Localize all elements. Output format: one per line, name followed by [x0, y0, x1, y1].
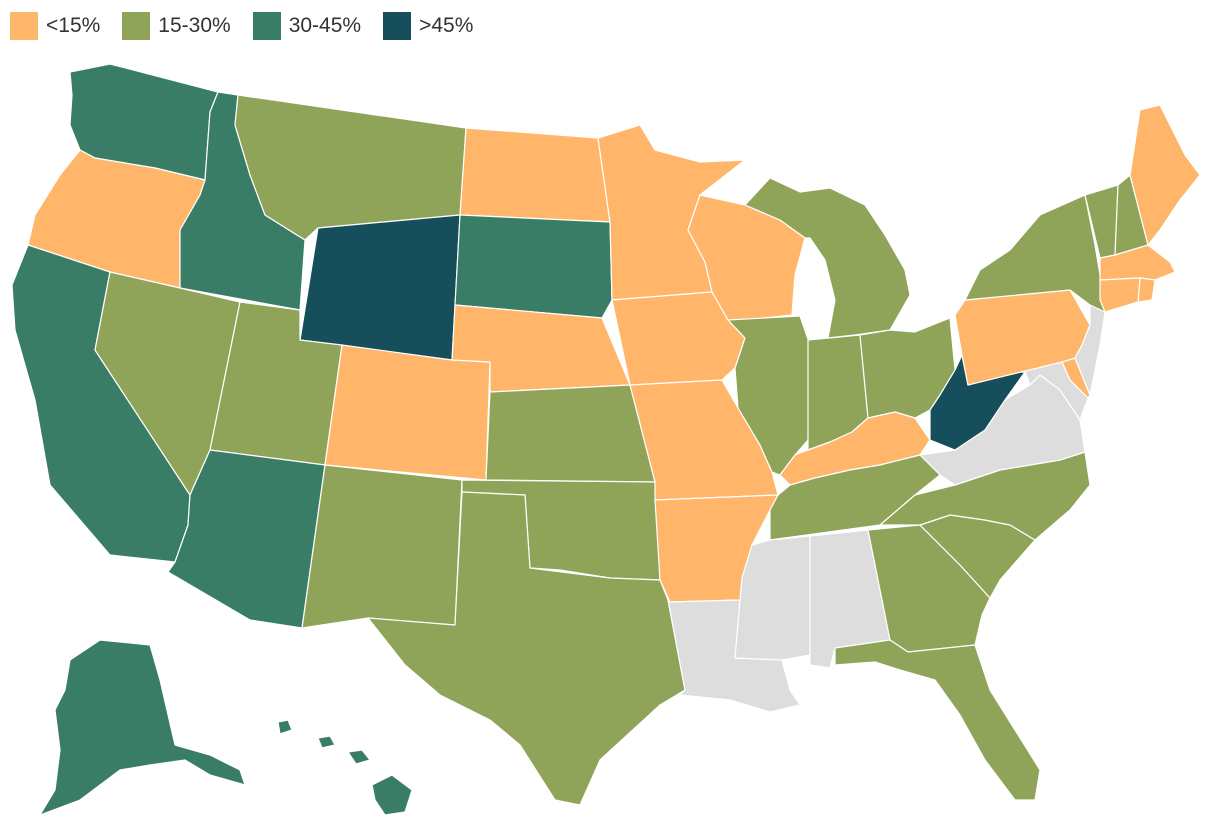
state-WY[interactable]: [299, 214, 461, 361]
legend-item-15-30: 15-30%: [122, 12, 231, 40]
legend-item-lt15: <15%: [10, 12, 100, 40]
legend-label-gt45: >45%: [419, 14, 474, 37]
legend-swatch-lt15: [10, 12, 38, 40]
legend-swatch-30-45: [252, 12, 281, 40]
legend-label-lt15: <15%: [46, 14, 101, 37]
state-CO[interactable]: [324, 344, 491, 481]
state-KS[interactable]: [485, 384, 656, 483]
state-RI[interactable]: [1137, 277, 1156, 303]
state-ME[interactable]: [1129, 104, 1201, 246]
legend-swatch-gt45: [383, 12, 412, 40]
state-NJ[interactable]: [1074, 304, 1106, 396]
legend-label-15-30: 15-30%: [158, 14, 231, 37]
legend: <15% 15-30% 30-45% >45%: [10, 12, 495, 40]
state-AK[interactable]: [39, 639, 246, 816]
state-CT[interactable]: [1099, 277, 1141, 313]
state-ND[interactable]: [459, 127, 611, 223]
legend-label-30-45: 30-45%: [288, 14, 362, 37]
state-NY[interactable]: [964, 194, 1106, 313]
legend-swatch-15-30: [122, 12, 151, 40]
state-NM[interactable]: [301, 464, 463, 629]
legend-item-gt45: >45%: [383, 12, 473, 40]
state-TX[interactable]: [367, 491, 686, 806]
state-HI[interactable]: [277, 719, 413, 816]
state-FL[interactable]: [834, 639, 1041, 801]
state-SD[interactable]: [454, 214, 613, 319]
legend-item-30-45: 30-45%: [252, 12, 362, 40]
